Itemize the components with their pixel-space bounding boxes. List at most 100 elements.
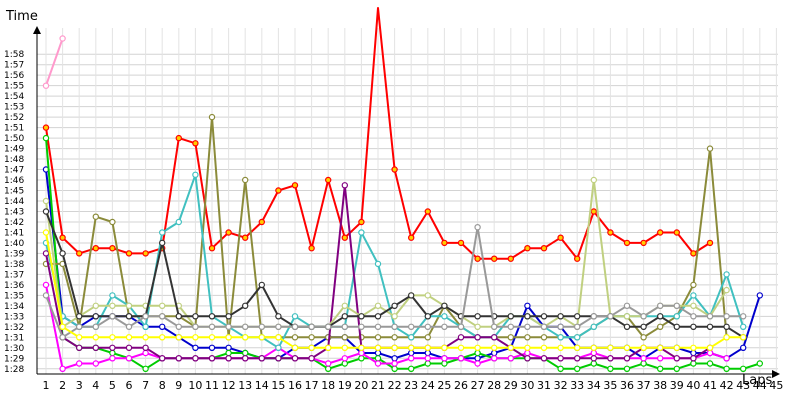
data-point: [557, 323, 564, 330]
data-point: [241, 355, 249, 362]
x-tick-label: 41: [703, 379, 717, 392]
data-point: [142, 313, 149, 320]
data-point: [557, 355, 564, 362]
data-point: [740, 344, 747, 351]
y-tick-label: 1:32: [4, 323, 24, 333]
data-point: [125, 334, 133, 341]
y-tick-label: 1:45: [4, 187, 24, 197]
data-point: [590, 344, 598, 351]
x-tick-label: 23: [404, 379, 418, 392]
x-tick-label: 13: [238, 379, 252, 392]
data-point: [424, 349, 431, 357]
data-point: [607, 344, 614, 351]
data-point: [59, 35, 66, 42]
x-tick-label: 3: [76, 379, 83, 392]
data-point: [640, 239, 647, 247]
data-point: [374, 355, 382, 362]
data-point: [740, 313, 747, 320]
data-point: [723, 334, 730, 341]
series-12: [42, 229, 747, 351]
data-point: [441, 355, 448, 362]
data-point: [125, 302, 133, 309]
data-point: [557, 313, 564, 320]
data-point: [109, 218, 116, 226]
data-point: [258, 281, 265, 289]
data-point: [308, 355, 315, 362]
data-point: [424, 323, 431, 330]
series-10: [42, 35, 66, 89]
data-point: [59, 234, 66, 241]
x-tick-label: 2: [59, 379, 66, 392]
data-point: [507, 313, 514, 320]
data-point: [491, 323, 498, 330]
data-point: [706, 349, 714, 357]
data-point: [358, 229, 365, 236]
data-point: [374, 334, 382, 341]
data-point: [225, 323, 232, 330]
data-point: [690, 355, 697, 362]
x-tick-label: 8: [159, 379, 166, 392]
data-point: [474, 344, 481, 351]
data-point: [623, 355, 631, 362]
data-point: [491, 344, 498, 351]
data-point: [158, 229, 166, 236]
data-point: [756, 292, 764, 299]
data-point: [125, 355, 133, 362]
x-tick-label: 12: [222, 379, 236, 392]
data-point: [158, 239, 166, 247]
data-point: [75, 360, 83, 367]
x-tick-label: 15: [271, 379, 285, 392]
data-point: [557, 344, 564, 351]
data-point: [175, 218, 182, 226]
x-tick-label: 10: [188, 379, 202, 392]
data-point: [424, 292, 431, 299]
data-point: [158, 302, 166, 309]
data-point: [408, 323, 415, 330]
x-tick-label: 16: [288, 379, 302, 392]
x-tick-label: 20: [354, 379, 368, 392]
data-point: [241, 302, 249, 309]
data-point: [75, 250, 83, 257]
data-point: [241, 234, 249, 241]
data-point: [557, 365, 564, 372]
data-point: [341, 234, 348, 241]
data-point: [673, 302, 681, 309]
data-point: [524, 244, 531, 252]
data-point: [241, 176, 249, 184]
data-point: [109, 334, 116, 341]
data-point: [623, 344, 631, 351]
data-point: [540, 355, 548, 362]
data-point: [657, 344, 664, 351]
data-point: [673, 229, 681, 236]
data-point: [109, 244, 116, 252]
data-point: [42, 197, 50, 205]
data-point: [408, 349, 415, 357]
x-tick-label: 5: [109, 379, 116, 392]
data-point: [208, 334, 216, 341]
data-point: [540, 313, 548, 320]
data-point: [540, 344, 548, 351]
data-point: [175, 313, 182, 320]
data-point: [441, 302, 448, 309]
data-point: [341, 302, 348, 309]
data-point: [225, 313, 232, 320]
data-point: [258, 323, 265, 330]
y-tick-label: 1:53: [4, 103, 24, 113]
data-point: [607, 365, 614, 372]
data-point: [258, 218, 265, 226]
data-point: [657, 229, 664, 236]
data-point: [109, 355, 116, 362]
data-point: [640, 334, 647, 341]
data-point: [325, 360, 332, 367]
y-tick-label: 1:43: [4, 207, 24, 217]
data-point: [590, 208, 598, 215]
data-point: [275, 187, 282, 194]
data-point: [474, 323, 481, 330]
data-point: [125, 313, 133, 320]
data-point: [42, 281, 50, 289]
data-point: [391, 302, 398, 309]
x-tick-label: 9: [175, 379, 182, 392]
data-point: [623, 365, 631, 372]
data-point: [690, 349, 697, 357]
x-tick-label: 11: [205, 379, 219, 392]
